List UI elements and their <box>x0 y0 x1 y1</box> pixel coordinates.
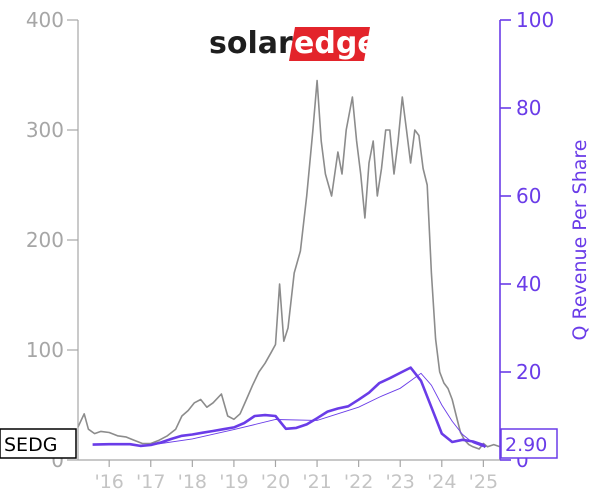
left-axis-tick-label: 400 <box>26 8 64 32</box>
x-axis-tick-label: '23 <box>386 471 415 493</box>
last-value-label: 2.90 <box>505 434 547 456</box>
x-axis-tick-label: '25 <box>469 471 498 493</box>
left-axis-tick-label: 200 <box>26 228 64 252</box>
last-value-box <box>500 428 558 459</box>
left-axis-tick-label: 300 <box>26 118 64 142</box>
x-axis-tick-label: '21 <box>302 471 331 493</box>
ticker-badge-box <box>0 428 77 459</box>
logo-accent-shape <box>289 27 370 61</box>
x-axis-tick-label: '18 <box>178 471 207 493</box>
x-axis-tick-label: '19 <box>219 471 248 493</box>
ticker-label: SEDG <box>4 434 57 456</box>
left-axis-tick-label: 100 <box>26 338 64 362</box>
company-logo: solar edge <box>209 26 378 61</box>
last-value-badge: 2.90 <box>500 428 558 459</box>
right-axis-tick-label: 20 <box>516 360 541 384</box>
x-axis-tick-label: '22 <box>344 471 373 493</box>
x-axis-tick-label: '20 <box>261 471 290 493</box>
trend-line <box>109 372 484 448</box>
logo-text-solar: solar <box>209 26 293 61</box>
right-axis-tick-label: 80 <box>516 96 541 120</box>
x-axis-tick-label: '24 <box>427 471 456 493</box>
x-axis-tick-label: '17 <box>136 471 165 493</box>
plot-area <box>77 79 501 450</box>
right-axis-label: Q Revenue Per Share <box>569 140 591 341</box>
right-axis-tick-label: 40 <box>516 272 541 296</box>
ticker-badge: SEDG <box>0 428 77 459</box>
x-axis-tick-label: '16 <box>94 471 123 493</box>
price-line <box>77 79 501 450</box>
right-axis-tick-label: 100 <box>516 8 554 32</box>
right-axis-tick-label: 60 <box>516 184 541 208</box>
logo-text-edge: edge <box>294 26 378 61</box>
revenue-line <box>92 366 487 449</box>
